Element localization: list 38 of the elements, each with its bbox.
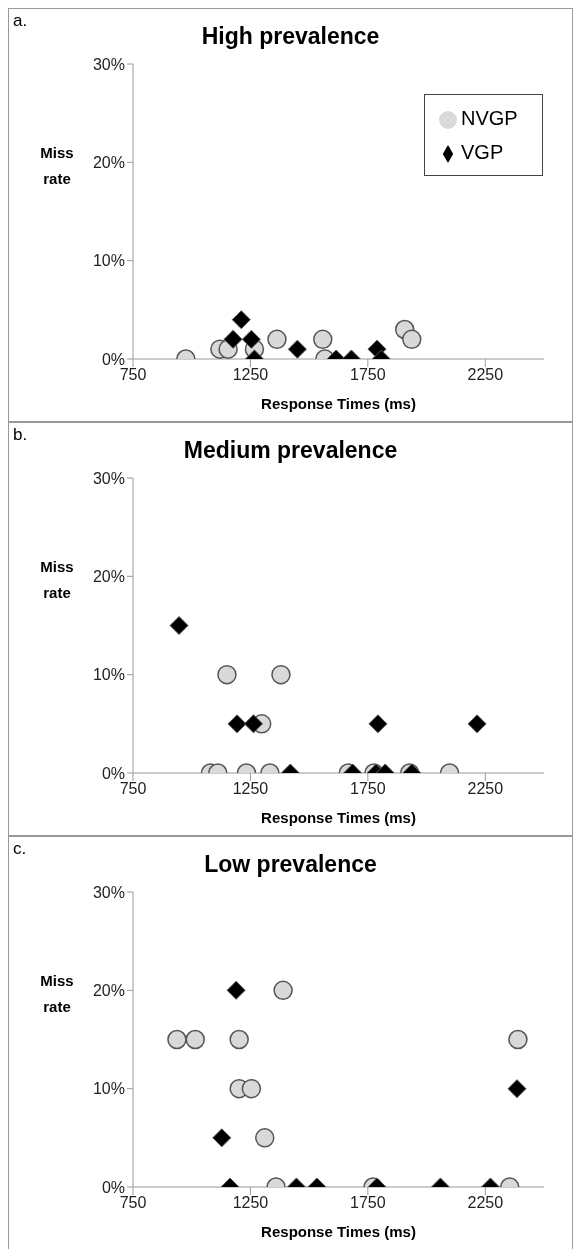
x-tick-label: 1750: [350, 780, 386, 798]
y-tick-label: 30%: [92, 55, 125, 73]
y-tick-label: 0%: [101, 1178, 125, 1196]
x-tick-label: 2250: [467, 366, 504, 384]
y-tick-label: 20%: [92, 568, 125, 586]
chart-title: Medium prevalence: [183, 437, 398, 463]
x-axis-title: Response Times (ms): [261, 1223, 416, 1240]
x-tick-label: 750: [119, 1194, 147, 1212]
y-axis-title: Miss rate: [40, 144, 74, 188]
x-tick-label: 750: [119, 780, 147, 798]
text: b.: [13, 425, 28, 445]
x-axis-title: Response Times (ms): [261, 395, 416, 412]
x-axis-title: Response Times (ms): [261, 809, 416, 826]
y-tick-label: 0%: [101, 350, 125, 368]
legend-label: NVGP: [461, 107, 518, 129]
x-tick-label: 1750: [350, 1194, 386, 1212]
legend-label: VGP: [461, 141, 504, 163]
x-tick-label: 1750: [350, 366, 386, 384]
y-tick-label: 30%: [92, 469, 125, 487]
y-tick-label: 10%: [92, 666, 125, 684]
text: a.: [13, 11, 28, 31]
text: c.: [13, 839, 27, 859]
y-tick-label: 20%: [92, 154, 125, 172]
y-axis-title: Miss rate: [40, 558, 74, 602]
y-tick-label: 10%: [92, 1080, 125, 1098]
x-tick-label: 1250: [232, 780, 269, 798]
y-tick-label: 20%: [92, 982, 125, 1000]
y-tick-label: 30%: [92, 883, 125, 901]
x-tick-label: 2250: [467, 780, 504, 798]
x-tick-label: 1250: [232, 366, 269, 384]
x-tick-label: 750: [119, 366, 147, 384]
y-axis-title: Miss rate: [40, 972, 74, 1016]
chart-title: High prevalence: [201, 23, 380, 49]
x-tick-label: 1250: [232, 1194, 269, 1212]
y-tick-label: 0%: [101, 764, 125, 782]
x-tick-label: 2250: [467, 1194, 504, 1212]
chart-title: Low prevalence: [204, 851, 377, 877]
y-tick-label: 10%: [92, 252, 125, 270]
